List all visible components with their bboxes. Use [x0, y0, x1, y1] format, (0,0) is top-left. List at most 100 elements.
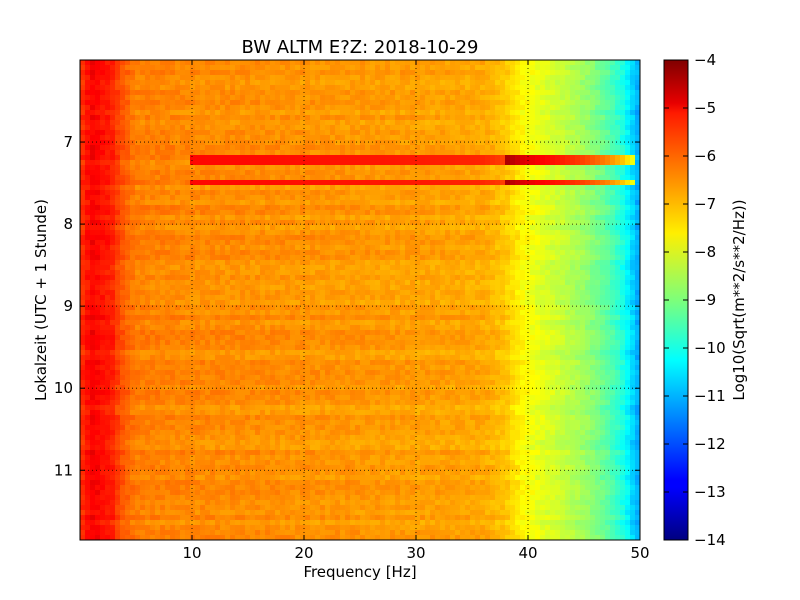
- heatmap-cell: [445, 260, 451, 266]
- heatmap-cell: [445, 210, 451, 216]
- heatmap-cell: [85, 215, 91, 221]
- heatmap-cell: [155, 115, 161, 121]
- heatmap-cell: [590, 260, 596, 266]
- heatmap-cell: [225, 160, 231, 166]
- heatmap-cell: [570, 170, 576, 176]
- heatmap-cell: [100, 250, 106, 256]
- heatmap-cell: [440, 180, 446, 186]
- heatmap-cell: [530, 135, 536, 141]
- heatmap-cell: [200, 130, 206, 136]
- heatmap-cell: [265, 195, 271, 201]
- heatmap-cell: [535, 100, 541, 106]
- heatmap-cell: [395, 185, 401, 191]
- heatmap-cell: [245, 160, 251, 166]
- heatmap-cell: [205, 175, 211, 181]
- heatmap-cell: [135, 90, 141, 96]
- heatmap-cell: [385, 275, 391, 281]
- heatmap-cell: [115, 160, 121, 166]
- heatmap-cell: [475, 220, 481, 226]
- heatmap-cell: [450, 180, 456, 186]
- heatmap-cell: [120, 225, 126, 231]
- heatmap-cell: [505, 75, 511, 81]
- heatmap-cell: [170, 85, 176, 91]
- heatmap-cell: [175, 210, 181, 216]
- heatmap-cell: [350, 110, 356, 116]
- heatmap-cell: [360, 105, 366, 111]
- heatmap-cell: [80, 105, 86, 111]
- heatmap-cell: [105, 125, 111, 131]
- heatmap-cell: [160, 150, 166, 156]
- heatmap-cell: [220, 100, 226, 106]
- heatmap-cell: [185, 175, 191, 181]
- heatmap-cell: [150, 130, 156, 136]
- heatmap-cell: [380, 230, 386, 236]
- heatmap-cell: [390, 110, 396, 116]
- heatmap-cell: [90, 65, 96, 71]
- heatmap-cell: [365, 250, 371, 256]
- heatmap-cell: [580, 245, 586, 251]
- heatmap-cell: [410, 135, 416, 141]
- heatmap-cell: [420, 85, 426, 91]
- heatmap-cell: [545, 150, 551, 156]
- heatmap-cell: [625, 250, 631, 256]
- heatmap-cell: [195, 145, 201, 151]
- heatmap-cell: [145, 105, 151, 111]
- heatmap-cell: [190, 190, 196, 196]
- heatmap-cell: [110, 90, 116, 96]
- heatmap-cell: [350, 155, 356, 161]
- heatmap-cell: [390, 130, 396, 136]
- heatmap-cell: [275, 130, 281, 136]
- heatmap-cell: [590, 225, 596, 231]
- heatmap-cell: [440, 140, 446, 146]
- heatmap-cell: [235, 95, 241, 101]
- heatmap-cell: [515, 230, 521, 236]
- heatmap-cell: [630, 185, 636, 191]
- heatmap-cell: [325, 250, 331, 256]
- heatmap-cell: [490, 190, 496, 196]
- heatmap-cell: [375, 220, 381, 226]
- heatmap-cell: [120, 185, 126, 191]
- heatmap-cell: [255, 230, 261, 236]
- heatmap-cell: [190, 155, 196, 161]
- heatmap-cell: [345, 175, 351, 181]
- heatmap-cell: [395, 115, 401, 121]
- heatmap-cell: [270, 220, 276, 226]
- heatmap-cell: [305, 210, 311, 216]
- heatmap-cell: [595, 240, 601, 246]
- heatmap-cell: [180, 170, 186, 176]
- heatmap-cell: [305, 175, 311, 181]
- heatmap-cell: [150, 115, 156, 121]
- heatmap-cell: [220, 265, 226, 271]
- heatmap-cell: [400, 245, 406, 251]
- heatmap-cell: [250, 265, 256, 271]
- heatmap-cell: [135, 260, 141, 266]
- heatmap-cell: [235, 155, 241, 161]
- heatmap-cell: [580, 170, 586, 176]
- heatmap-cell: [610, 135, 616, 141]
- heatmap-cell: [515, 220, 521, 226]
- heatmap-cell: [380, 245, 386, 251]
- heatmap-cell: [425, 125, 431, 131]
- heatmap-cell: [360, 200, 366, 206]
- heatmap-cell: [310, 265, 316, 271]
- heatmap-cell: [120, 200, 126, 206]
- heatmap-cell: [400, 135, 406, 141]
- heatmap-cell: [280, 70, 286, 76]
- heatmap-cell: [280, 175, 286, 181]
- heatmap-cell: [450, 70, 456, 76]
- heatmap-cell: [480, 110, 486, 116]
- heatmap-cell: [85, 135, 91, 141]
- heatmap-cell: [455, 110, 461, 116]
- heatmap-cell: [610, 65, 616, 71]
- heatmap-cell: [610, 210, 616, 216]
- heatmap-cell: [465, 250, 471, 256]
- heatmap-cell: [465, 145, 471, 151]
- heatmap-cell: [310, 80, 316, 86]
- heatmap-cell: [555, 140, 561, 146]
- heatmap-cell: [605, 65, 611, 71]
- heatmap-cell: [150, 170, 156, 176]
- heatmap-cell: [465, 275, 471, 281]
- heatmap-cell: [560, 165, 566, 171]
- heatmap-cell: [590, 220, 596, 226]
- heatmap-cell: [190, 165, 196, 171]
